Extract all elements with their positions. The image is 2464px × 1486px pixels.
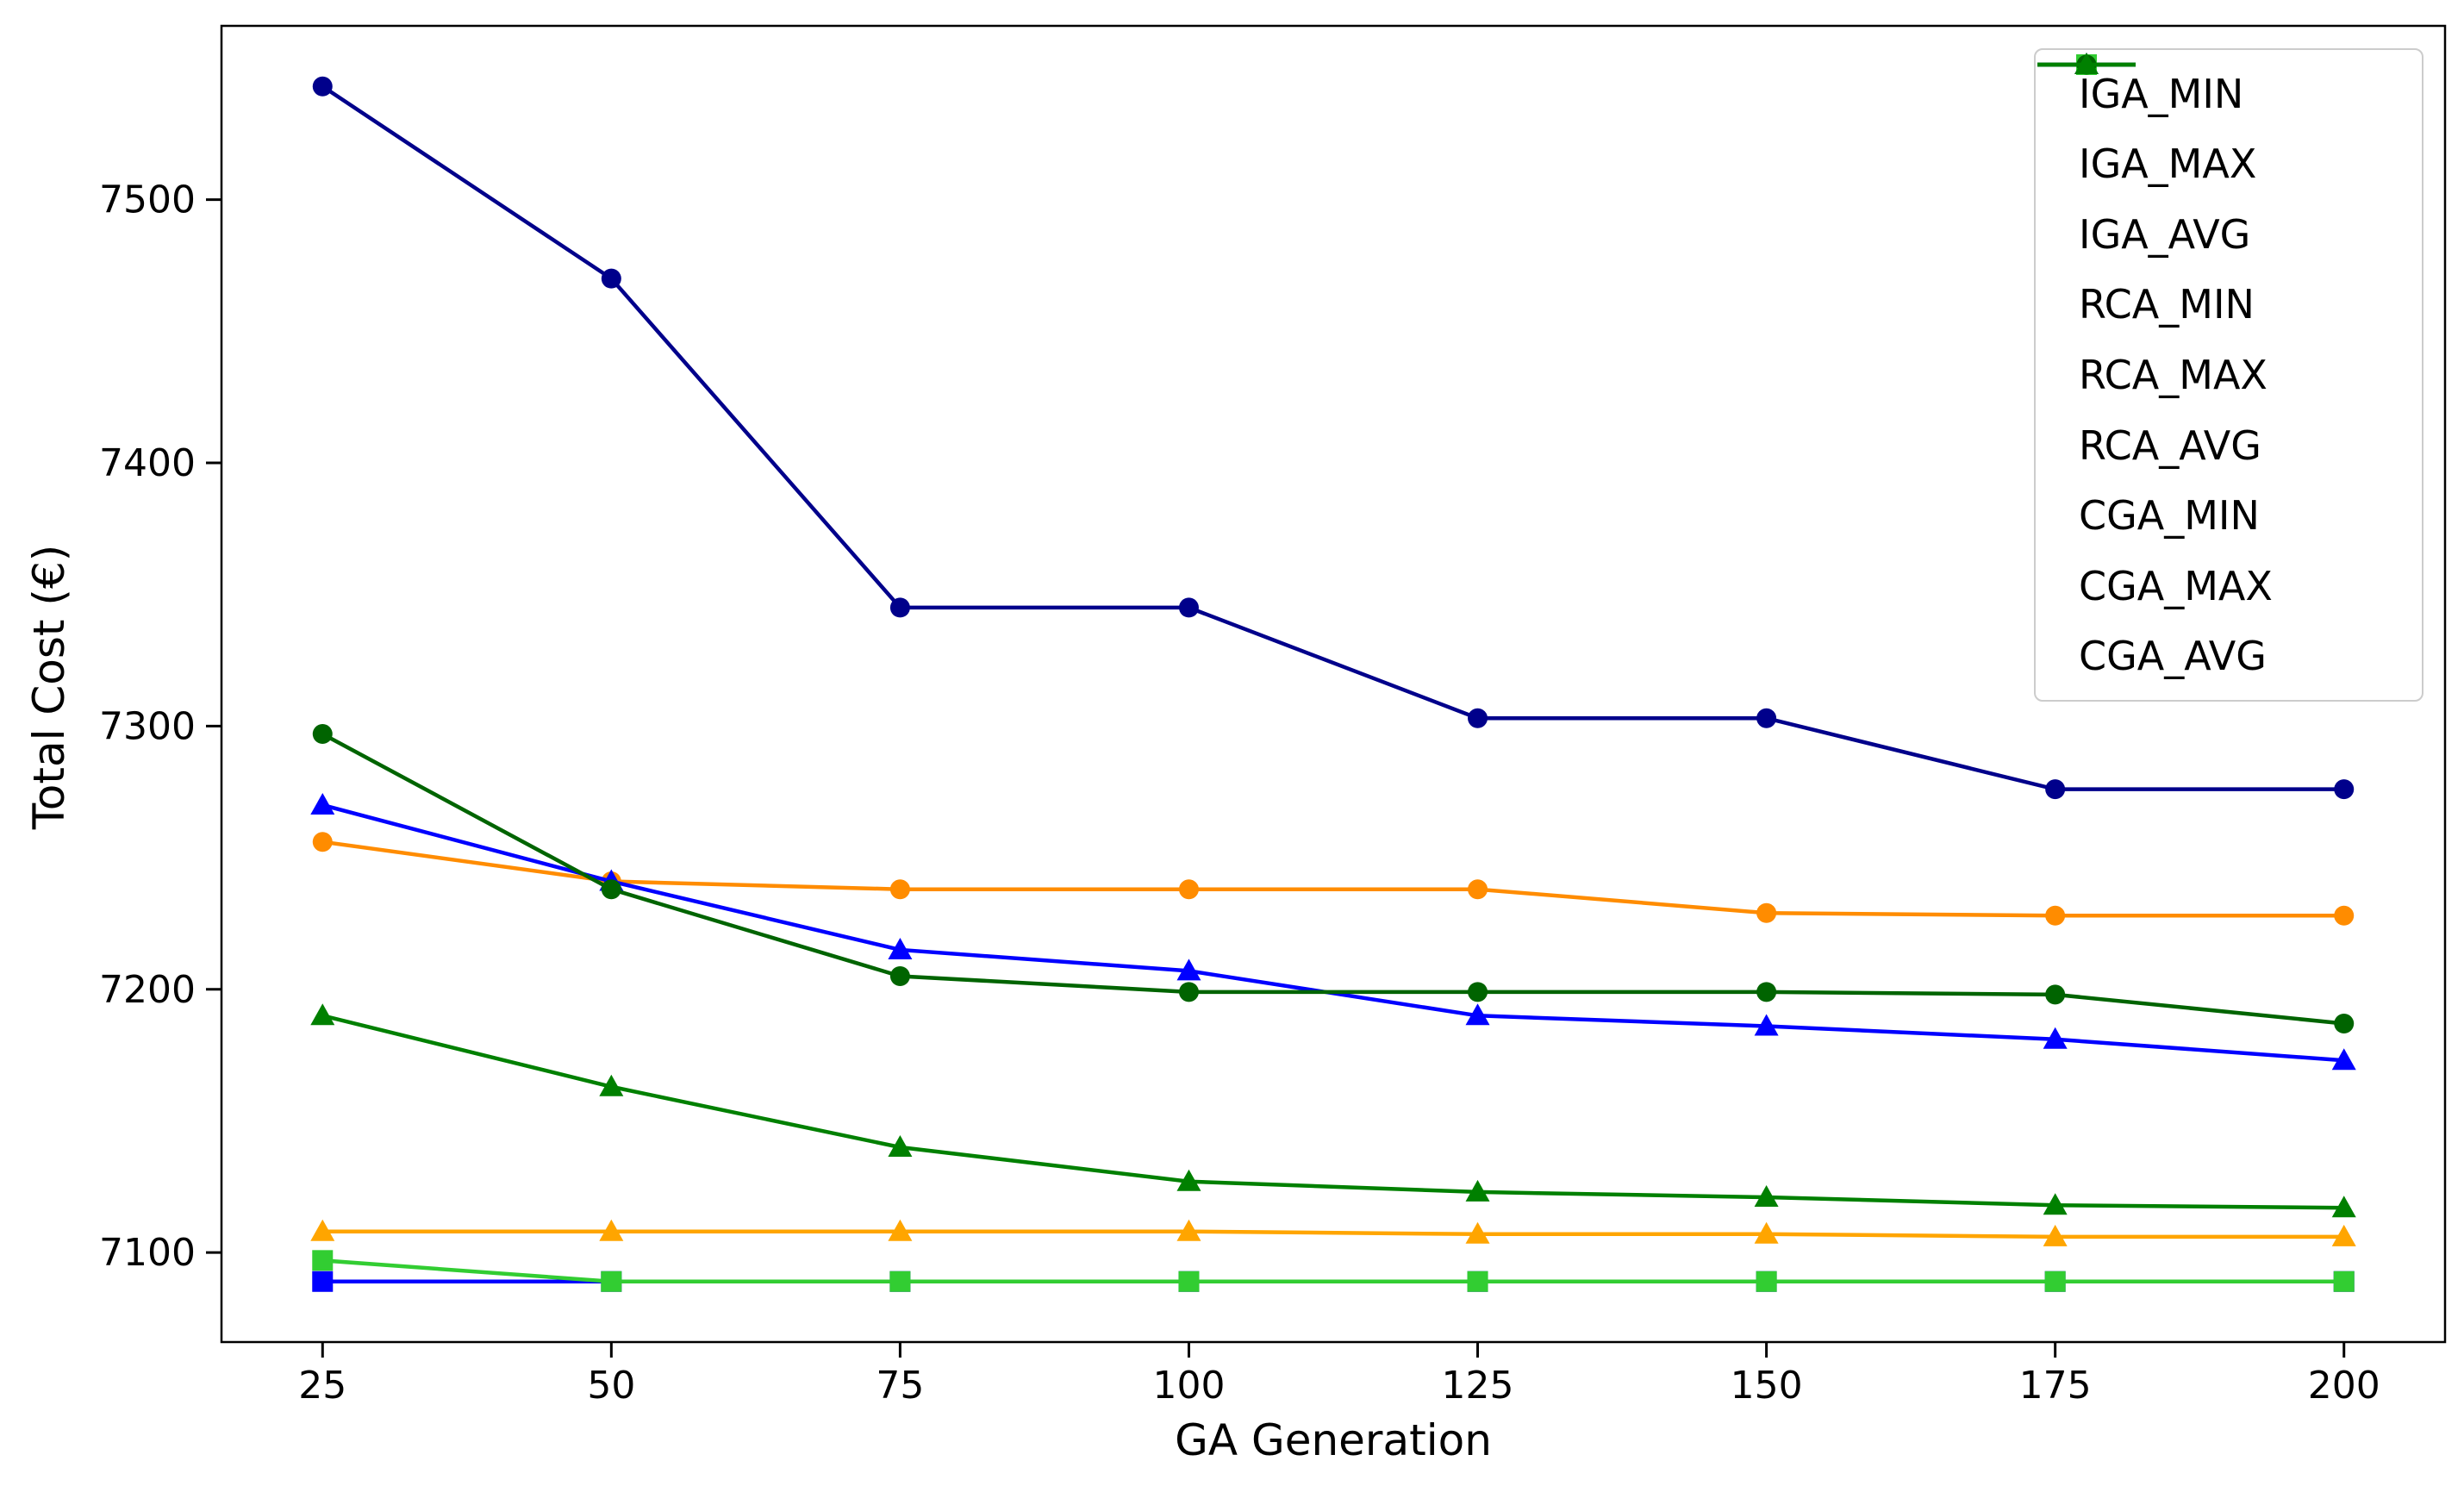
legend-item-RCA_MIN: RCA_MIN	[2036, 54, 2422, 337]
legend-item-label: CGA_MAX	[2079, 562, 2273, 609]
series-marker-CGA_AVG	[1176, 1169, 1201, 1191]
series-marker-IGA_MAX	[312, 832, 333, 852]
legend-item-label: RCA_AVG	[2079, 421, 2261, 469]
legend-item-CGA_MAX: CGA_MAX	[2036, 54, 2422, 619]
series-marker-CGA_MIN	[1178, 1271, 1200, 1292]
series-line-IGA_AVG	[322, 1229, 2344, 1239]
series-marker-IGA_MAX	[1178, 879, 1199, 900]
x-tick-label: 50	[587, 1364, 635, 1408]
x-tick-label: 175	[2019, 1364, 2092, 1408]
series-line-CGA_MIN	[322, 1258, 2344, 1284]
series-marker-RCA_MAX	[2045, 779, 2066, 800]
x-tick-label: 75	[876, 1364, 924, 1408]
series-marker-RCA_MAX	[1756, 708, 1777, 728]
series-marker-CGA_AVG	[599, 1074, 624, 1096]
y-tick-label: 7400	[99, 441, 196, 485]
series-marker-CGA_AVG	[1465, 1179, 1490, 1202]
series-marker-RCA_AVG	[1465, 1003, 1490, 1026]
series-marker-CGA_AVG	[1754, 1185, 1779, 1208]
x-tick-label: 25	[298, 1364, 346, 1408]
legend-item-RCA_AVG: RCA_AVG	[2036, 53, 2422, 478]
legend-marker-triangle-icon	[2074, 53, 2099, 74]
series-marker-CGA_MAX	[312, 724, 333, 745]
series-marker-CGA_MIN	[601, 1271, 622, 1292]
series-line-RCA_MAX	[321, 84, 2344, 791]
y-axis-label: Total Cost (€)	[24, 544, 74, 830]
series-line-CGA_MAX	[321, 732, 2344, 1026]
series-marker-IGA_MAX	[2334, 905, 2355, 926]
series-marker-IGA_AVG	[599, 1219, 624, 1241]
series-marker-CGA_MAX	[1756, 982, 1777, 1002]
series-marker-RCA_AVG	[2331, 1048, 2356, 1071]
series-marker-RCA_MAX	[601, 268, 621, 289]
y-tick-label: 7500	[99, 178, 196, 222]
legend-item-CGA_MIN: CGA_MIN	[2036, 54, 2422, 548]
legend-item-label: IGA_MIN	[2079, 70, 2244, 117]
series-marker-CGA_MIN	[1756, 1271, 1777, 1292]
legend-item-label: CGA_AVG	[2079, 633, 2267, 680]
series-marker-IGA_AVG	[1176, 1219, 1201, 1241]
y-tick-label: 7100	[99, 1231, 196, 1275]
series-marker-CGA_AVG	[2331, 1196, 2356, 1218]
series-marker-RCA_MAX	[2334, 779, 2355, 800]
series-marker-CGA_AVG	[888, 1135, 913, 1158]
series-marker-RCA_AVG	[888, 937, 913, 959]
series-marker-IGA_AVG	[310, 1219, 335, 1241]
legend-item-IGA_AVG: IGA_AVG	[2036, 53, 2422, 267]
x-tick-label: 125	[1442, 1364, 1514, 1408]
series-marker-CGA_MAX	[2334, 1013, 2355, 1033]
legend-item-label: RCA_MAX	[2079, 351, 2268, 398]
x-tick-label: 200	[2308, 1364, 2380, 1408]
series-marker-RCA_MAX	[889, 597, 910, 618]
series-marker-CGA_MIN	[1467, 1271, 1488, 1292]
series-marker-CGA_MIN	[2333, 1271, 2355, 1292]
legend-item-label: IGA_MAX	[2079, 140, 2257, 188]
y-tick-label: 7200	[99, 968, 196, 1012]
x-tick-label: 150	[1731, 1364, 1803, 1408]
series-marker-RCA_MAX	[1178, 597, 1199, 618]
x-tick-label: 100	[1152, 1364, 1225, 1408]
series-marker-CGA_MIN	[889, 1271, 911, 1292]
series-marker-IGA_AVG	[2043, 1224, 2068, 1246]
series-marker-IGA_AVG	[888, 1219, 913, 1241]
series-marker-IGA_MAX	[2045, 905, 2066, 926]
legend-item-label: CGA_MIN	[2079, 492, 2260, 540]
legend-item-RCA_MAX: RCA_MAX	[2036, 54, 2422, 408]
series-marker-RCA_MAX	[312, 76, 333, 97]
series-marker-RCA_MAX	[1468, 708, 1488, 728]
series-marker-RCA_MIN	[312, 1271, 334, 1292]
legend-item-label: IGA_AVG	[2079, 210, 2251, 258]
series-marker-CGA_MAX	[1468, 982, 1488, 1002]
series-marker-CGA_MAX	[2045, 984, 2066, 1005]
legend-item-IGA_MAX: IGA_MAX	[2036, 54, 2422, 197]
series-marker-IGA_MAX	[1468, 879, 1488, 900]
legend-item-CGA_AVG: CGA_AVG	[2036, 53, 2422, 689]
legend-box: IGA_MIN IGA_MAX IGA_AVG RCA_MIN RCA_MAX RCA_A…	[2034, 48, 2423, 702]
series-line-CGA_AVG	[321, 1014, 2344, 1210]
legend-item-label: RCA_MIN	[2079, 281, 2255, 328]
y-tick-label: 7300	[99, 704, 196, 748]
series-marker-IGA_AVG	[2331, 1224, 2356, 1246]
legend-swatch	[2037, 53, 2136, 74]
series-marker-RCA_AVG	[310, 792, 335, 815]
series-marker-CGA_MAX	[1178, 982, 1199, 1002]
series-marker-CGA_AVG	[2043, 1193, 2068, 1215]
series-marker-RCA_AVG	[1176, 958, 1201, 981]
x-axis-label: GA Generation	[1175, 1415, 1492, 1465]
series-marker-RCA_AVG	[1754, 1014, 1779, 1036]
series-marker-CGA_AVG	[310, 1003, 335, 1026]
series-marker-IGA_MAX	[889, 879, 910, 900]
series-marker-RCA_AVG	[2043, 1027, 2068, 1049]
series-marker-CGA_MAX	[601, 879, 621, 900]
series-marker-CGA_MIN	[312, 1250, 334, 1271]
series-marker-CGA_MIN	[2044, 1271, 2066, 1292]
series-marker-IGA_AVG	[1754, 1221, 1779, 1244]
series-line-IGA_MAX	[321, 840, 2344, 918]
series-marker-CGA_MAX	[889, 965, 910, 986]
series-marker-IGA_MAX	[1756, 902, 1777, 923]
series-marker-IGA_AVG	[1465, 1221, 1490, 1244]
